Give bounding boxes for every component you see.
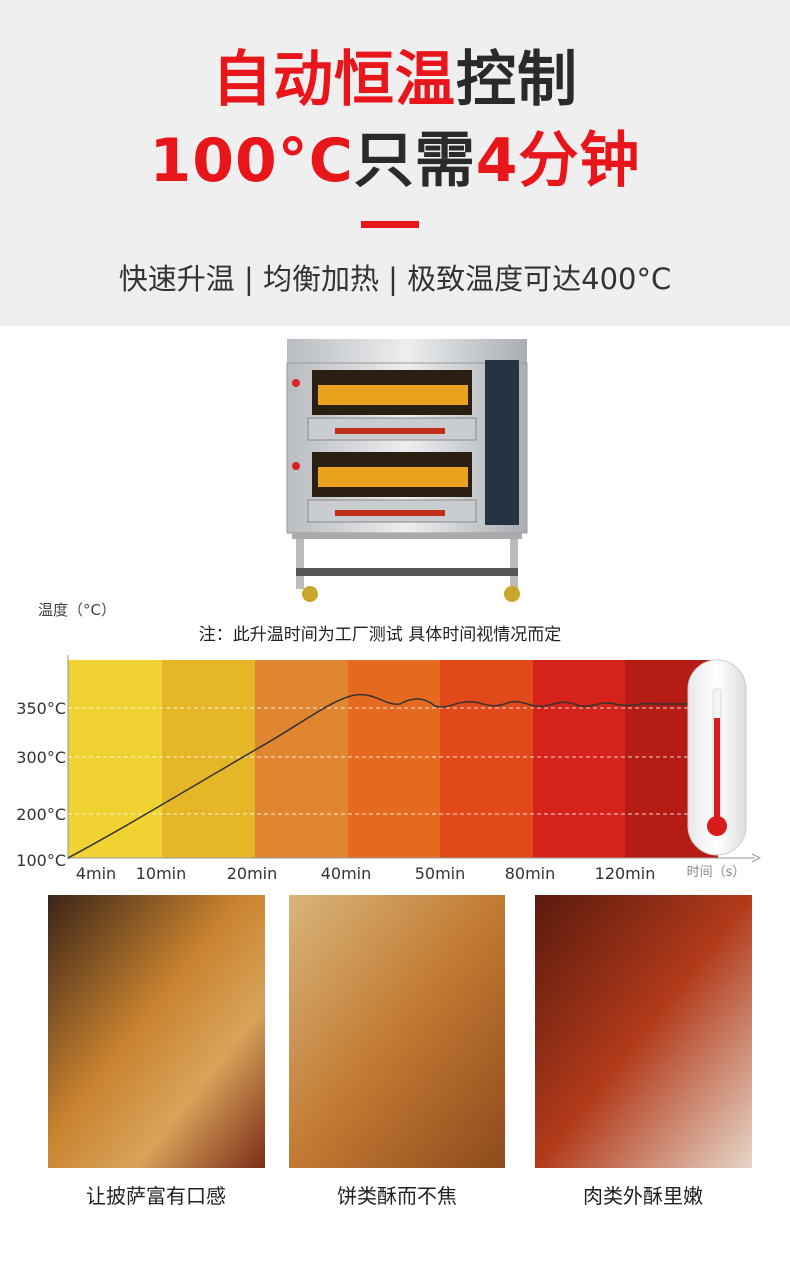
caption: 让披萨富有口感: [86, 1184, 226, 1208]
x-tick-label: 50min: [415, 864, 466, 883]
y-tick-label: 100°C: [16, 851, 66, 870]
x-tick-label: 4min: [76, 864, 116, 883]
divider: [361, 221, 419, 228]
title-segment: 自动恒温: [212, 45, 456, 115]
title-line: 自动恒温控制: [0, 45, 790, 115]
x-axis-label: 时间（s）: [687, 865, 746, 880]
oven: [286, 339, 528, 602]
title-segment: 控制: [456, 45, 578, 115]
y-tick-label: 350°C: [16, 699, 66, 718]
x-tick-label: 20min: [227, 864, 278, 883]
x-tick-label: 10min: [136, 864, 187, 883]
y-tick-label: 200°C: [16, 805, 66, 824]
x-tick-label: 120min: [595, 864, 656, 883]
y-tick-label: 300°C: [16, 748, 66, 767]
wings-photo: [535, 895, 752, 1168]
caption: 肉类外酥里嫩: [583, 1184, 703, 1208]
x-tick-label: 80min: [505, 864, 556, 883]
caption: 饼类酥而不焦: [337, 1184, 457, 1208]
y-axis-label: 温度（°C）: [38, 601, 116, 619]
title-segment: 100°C: [149, 126, 354, 196]
note: 注：此升温时间为工厂测试 具体时间视情况而定: [199, 625, 561, 645]
header-band: [0, 0, 790, 326]
temperature-chart: [67, 655, 762, 863]
x-tick-label: 40min: [321, 864, 372, 883]
pastry-photo: [289, 895, 505, 1168]
pizza-photo: [48, 895, 265, 1168]
title-segment: 只需: [353, 126, 476, 196]
title-line: 100°C只需4分钟: [0, 126, 790, 196]
title-segment: 4分钟: [475, 126, 641, 196]
subtitle: 快速升温 | 均衡加热 | 极致温度可达400°C: [118, 262, 672, 296]
